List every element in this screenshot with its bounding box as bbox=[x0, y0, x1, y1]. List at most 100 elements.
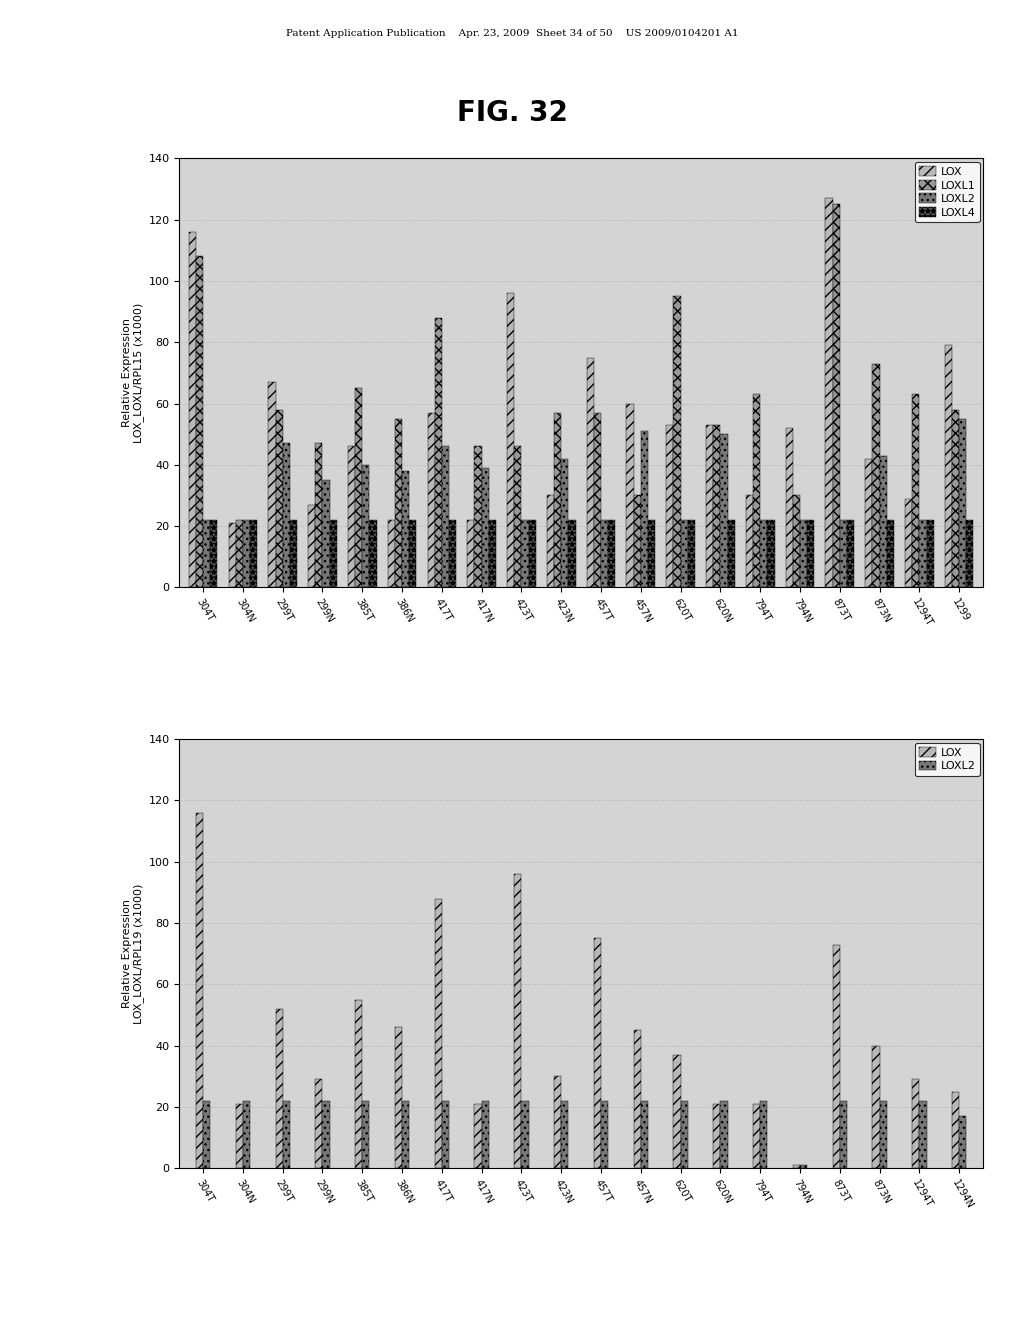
Bar bbox=[561, 1101, 568, 1168]
Bar bbox=[521, 520, 528, 587]
Bar bbox=[707, 425, 714, 587]
Bar bbox=[594, 939, 601, 1168]
Bar bbox=[370, 520, 377, 587]
Bar bbox=[228, 523, 236, 587]
Bar bbox=[681, 520, 688, 587]
Bar bbox=[203, 1101, 210, 1168]
Bar bbox=[952, 409, 959, 587]
Bar bbox=[323, 1101, 330, 1168]
Bar bbox=[355, 388, 362, 587]
Bar bbox=[474, 446, 481, 587]
Bar bbox=[840, 520, 847, 587]
Text: FIG. 32: FIG. 32 bbox=[457, 99, 567, 127]
Bar bbox=[268, 381, 275, 587]
Bar bbox=[920, 1101, 927, 1168]
Bar bbox=[760, 1101, 767, 1168]
Bar bbox=[554, 413, 561, 587]
Bar bbox=[601, 520, 608, 587]
Bar bbox=[793, 495, 800, 587]
Bar bbox=[210, 520, 217, 587]
Bar bbox=[945, 346, 952, 587]
Bar bbox=[243, 1101, 250, 1168]
Bar bbox=[847, 520, 854, 587]
Bar bbox=[323, 480, 330, 587]
Bar bbox=[800, 1166, 807, 1168]
Bar bbox=[967, 520, 974, 587]
Bar bbox=[275, 1008, 283, 1168]
Bar bbox=[427, 413, 434, 587]
Bar bbox=[887, 520, 894, 587]
Bar bbox=[634, 495, 641, 587]
Bar bbox=[767, 520, 774, 587]
Bar bbox=[315, 1080, 323, 1168]
Bar bbox=[236, 520, 243, 587]
Bar bbox=[753, 395, 760, 587]
Bar bbox=[514, 446, 521, 587]
Bar bbox=[528, 520, 536, 587]
Bar bbox=[362, 465, 370, 587]
Bar bbox=[601, 1101, 608, 1168]
Bar bbox=[641, 432, 648, 587]
Bar bbox=[905, 499, 912, 587]
Bar bbox=[441, 1101, 449, 1168]
Bar bbox=[481, 467, 488, 587]
Bar bbox=[554, 1076, 561, 1168]
Bar bbox=[290, 520, 297, 587]
Y-axis label: Relative Expression
LOX_LOXL/RPL19 (x1000): Relative Expression LOX_LOXL/RPL19 (x100… bbox=[122, 883, 144, 1024]
Bar bbox=[283, 444, 290, 587]
Bar bbox=[667, 425, 674, 587]
Bar bbox=[467, 520, 474, 587]
Bar bbox=[308, 504, 315, 587]
Bar bbox=[760, 520, 767, 587]
Bar bbox=[952, 1092, 959, 1168]
Bar bbox=[912, 1080, 920, 1168]
Bar bbox=[753, 1104, 760, 1168]
Bar bbox=[627, 404, 634, 587]
Bar bbox=[927, 520, 934, 587]
Bar bbox=[840, 1101, 847, 1168]
Bar bbox=[355, 999, 362, 1168]
Bar bbox=[243, 520, 250, 587]
Bar bbox=[441, 446, 449, 587]
Bar bbox=[395, 418, 402, 587]
Bar bbox=[203, 520, 210, 587]
Bar bbox=[648, 520, 655, 587]
Bar bbox=[728, 520, 735, 587]
Bar bbox=[912, 395, 920, 587]
Bar bbox=[641, 1101, 648, 1168]
Bar bbox=[196, 256, 203, 587]
Bar bbox=[920, 520, 927, 587]
Bar bbox=[402, 1101, 410, 1168]
Bar bbox=[568, 520, 575, 587]
Bar bbox=[434, 899, 441, 1168]
Bar bbox=[825, 198, 833, 587]
Legend: LOX, LOXL2: LOX, LOXL2 bbox=[914, 743, 980, 776]
Bar bbox=[402, 471, 410, 587]
Bar bbox=[833, 205, 840, 587]
Bar bbox=[481, 1101, 488, 1168]
Bar bbox=[410, 520, 417, 587]
Y-axis label: Relative Expression
LOX_LOXL/RPL15 (x1000): Relative Expression LOX_LOXL/RPL15 (x100… bbox=[122, 302, 144, 444]
Bar bbox=[793, 1166, 800, 1168]
Bar bbox=[608, 520, 615, 587]
Bar bbox=[236, 1104, 243, 1168]
Bar bbox=[959, 418, 967, 587]
Bar bbox=[872, 1045, 880, 1168]
Bar bbox=[474, 1104, 481, 1168]
Bar bbox=[634, 1031, 641, 1168]
Bar bbox=[561, 458, 568, 587]
Bar bbox=[800, 520, 807, 587]
Bar bbox=[250, 520, 257, 587]
Bar bbox=[714, 1104, 721, 1168]
Bar bbox=[807, 520, 814, 587]
Bar bbox=[714, 425, 721, 587]
Bar bbox=[362, 1101, 370, 1168]
Bar bbox=[594, 413, 601, 587]
Bar bbox=[785, 428, 793, 587]
Bar bbox=[514, 874, 521, 1168]
Legend: LOX, LOXL1, LOXL2, LOXL4: LOX, LOXL1, LOXL2, LOXL4 bbox=[914, 162, 980, 222]
Bar bbox=[721, 1101, 728, 1168]
Bar bbox=[674, 1055, 681, 1168]
Bar bbox=[507, 293, 514, 587]
Bar bbox=[880, 1101, 887, 1168]
